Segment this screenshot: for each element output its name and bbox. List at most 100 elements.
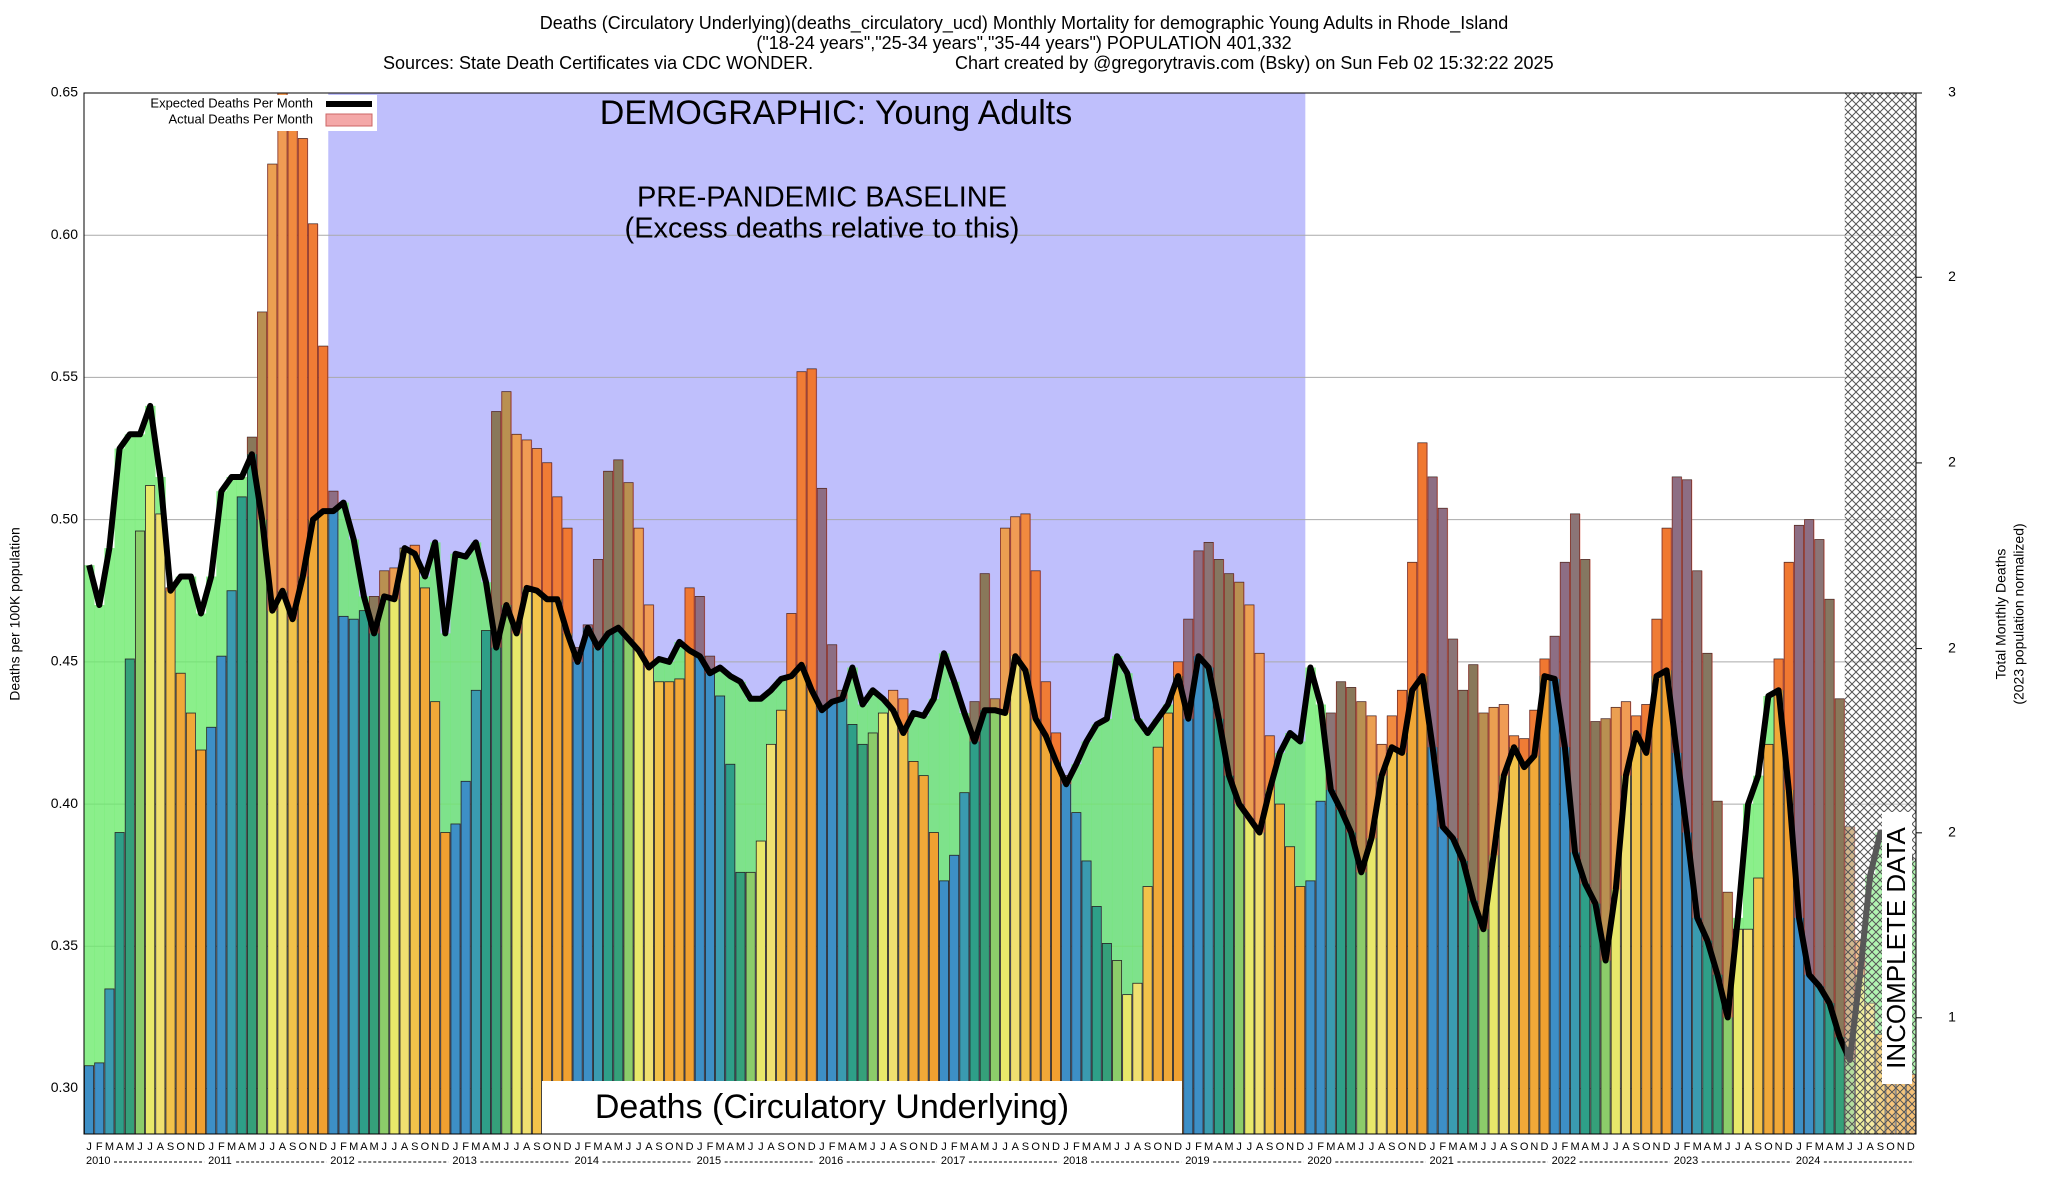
deficit-area xyxy=(867,690,879,733)
x-tick-label: O xyxy=(787,1141,796,1153)
deficit-area xyxy=(735,681,746,873)
bar xyxy=(1651,618,1662,1134)
x-tick-label: D xyxy=(319,1141,327,1153)
x-tick-label: J xyxy=(819,1141,825,1153)
bar xyxy=(654,681,665,1134)
bar xyxy=(562,527,573,1134)
deficit-area xyxy=(877,698,889,714)
excess-area xyxy=(1508,735,1520,748)
x-tick-label: A xyxy=(889,1141,897,1153)
bar xyxy=(1631,715,1642,1134)
excess-area xyxy=(1000,528,1011,714)
bar xyxy=(145,485,156,1134)
bar xyxy=(1152,746,1163,1134)
x-tick-label: A xyxy=(482,1141,490,1153)
excess-area xyxy=(1346,687,1357,833)
x-tick-label: N xyxy=(431,1141,439,1153)
bar xyxy=(1376,743,1387,1134)
year-label: 2014 xyxy=(575,1155,599,1167)
y2-tick-label: 2 xyxy=(1948,639,1956,655)
bar xyxy=(542,462,553,1134)
x-tick-label: S xyxy=(1632,1141,1639,1153)
x-tick-label: J xyxy=(697,1141,703,1153)
bar xyxy=(1325,712,1336,1134)
x-tick-label: M xyxy=(227,1141,236,1153)
x-tick-label: J xyxy=(208,1141,214,1153)
x-tick-label: J xyxy=(137,1141,143,1153)
x-tick-label: F xyxy=(1439,1141,1446,1153)
x-tick-label: J xyxy=(86,1141,92,1153)
excess-area xyxy=(1468,664,1479,901)
excess-area xyxy=(287,107,299,620)
bar xyxy=(1234,581,1245,1134)
deficit-area xyxy=(918,715,930,776)
bar xyxy=(1305,880,1316,1134)
y-tick-label: 0.30 xyxy=(51,1079,78,1095)
y2-tick-label: 2 xyxy=(1948,454,1956,470)
x-tick-label: F xyxy=(951,1141,958,1153)
y-tick-label: 0.65 xyxy=(51,84,78,100)
excess-area xyxy=(1234,582,1245,805)
legend-swatch xyxy=(325,113,373,127)
x-tick-label: A xyxy=(1012,1141,1020,1153)
excess-area xyxy=(1458,690,1469,861)
x-tick-label: O xyxy=(1764,1141,1773,1153)
x-tick-label: N xyxy=(1652,1141,1660,1153)
x-tick-label: A xyxy=(1500,1141,1508,1153)
bar xyxy=(165,587,176,1134)
x-tick-label: O xyxy=(1886,1141,1895,1153)
deficit-area xyxy=(195,613,207,751)
year-label: 2017 xyxy=(941,1155,965,1167)
x-tick-label: J xyxy=(992,1141,998,1153)
bar xyxy=(1753,877,1764,1134)
annotation-baseline: PRE-PANDEMIC BASELINE xyxy=(637,182,1007,214)
bar xyxy=(827,644,838,1134)
bar xyxy=(481,630,492,1134)
x-tick-label: S xyxy=(1510,1141,1517,1153)
bar xyxy=(1447,638,1458,1134)
bar xyxy=(297,138,308,1134)
excess-area xyxy=(1427,476,1438,748)
x-tick-label: J xyxy=(1114,1141,1120,1153)
bar xyxy=(1356,701,1367,1134)
y2-axis-label: Total Monthly Deaths xyxy=(1993,549,2009,680)
x-tick-label: F xyxy=(1317,1141,1324,1153)
x-tick-label: F xyxy=(1195,1141,1202,1153)
bar xyxy=(1458,689,1469,1134)
year-label: 2012 xyxy=(330,1155,354,1167)
x-tick-label: J xyxy=(1359,1141,1365,1153)
x-tick-label: M xyxy=(593,1141,602,1153)
incomplete-box xyxy=(1882,812,1912,1084)
x-tick-label: O xyxy=(1153,1141,1162,1153)
deficit-area xyxy=(236,476,248,497)
bar xyxy=(725,763,736,1134)
x-tick-label: J xyxy=(870,1141,876,1153)
bar xyxy=(379,570,390,1134)
bar xyxy=(1224,573,1234,1134)
excess-area xyxy=(1692,570,1703,918)
x-tick-label: N xyxy=(1897,1141,1905,1153)
x-tick-label: M xyxy=(980,1141,989,1153)
excess-area xyxy=(1722,892,1734,1018)
bar xyxy=(1519,738,1530,1134)
x-tick-label: M xyxy=(1102,1141,1111,1153)
deficit-area xyxy=(928,698,940,833)
annotation-incomplete: INCOMPLETE DATA xyxy=(1881,826,1911,1068)
deficit-area xyxy=(1763,695,1774,745)
excess-area xyxy=(1610,707,1622,890)
deficit-area xyxy=(959,713,970,793)
deficit-area xyxy=(765,690,777,745)
excess-area xyxy=(816,488,828,711)
x-tick-label: D xyxy=(1785,1141,1793,1153)
deficit-area xyxy=(776,678,787,711)
excess-area xyxy=(1702,653,1713,941)
bar xyxy=(1254,652,1265,1134)
x-tick-label: A xyxy=(157,1141,165,1153)
x-tick-label: J xyxy=(626,1141,632,1153)
x-tick-label: A xyxy=(1744,1141,1752,1153)
year-label: 2022 xyxy=(1552,1155,1576,1167)
year-label: 2024 xyxy=(1796,1155,1820,1167)
deficit-area xyxy=(1142,732,1153,887)
deficit-area xyxy=(338,502,349,617)
deficit-area xyxy=(104,548,115,989)
